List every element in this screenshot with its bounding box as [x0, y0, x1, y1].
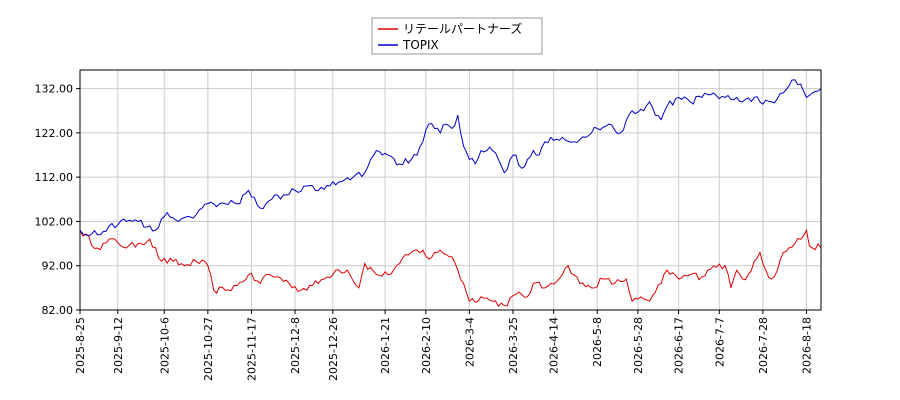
- legend-box: [371, 17, 543, 55]
- x-tick-label: 2026-8-18: [800, 317, 813, 374]
- x-tick-label: 2025-10-6: [158, 317, 171, 374]
- x-tick-label: 2025-12-26: [327, 317, 340, 381]
- x-tick-label: 2025-9-12: [112, 317, 125, 374]
- y-tick-label: 112.00: [35, 171, 74, 184]
- y-tick-label: 122.00: [35, 127, 74, 140]
- x-tick-label: 2026-2-10: [420, 317, 433, 374]
- legend: リテールパートナーズ TOPIX: [371, 17, 543, 55]
- x-tick-label: 2025-12-8: [289, 317, 302, 374]
- y-tick-label: 102.00: [35, 215, 74, 228]
- x-tick-label: 2026-7-7: [713, 317, 726, 367]
- legend-label-topix: TOPIX: [402, 38, 439, 52]
- series-line-retail-partners: [79, 228, 822, 308]
- x-axis-ticks: 2025-8-25 2025-9-12 2025-10-6 2025-10-27 202…: [74, 310, 813, 381]
- x-tick-label: 2026-3-25: [507, 317, 520, 374]
- x-tick-label: 2025-11-17: [245, 317, 258, 381]
- x-tick-label: 2026-5-28: [632, 317, 645, 374]
- x-tick-label: 2026-6-17: [673, 317, 686, 374]
- y-tick-label: 82.00: [42, 304, 74, 317]
- x-tick-label: 2026-7-28: [757, 317, 770, 374]
- x-tick-label: 2025-8-25: [74, 317, 87, 374]
- x-tick-label: 2026-1-21: [379, 317, 392, 374]
- plot-area-frame: [79, 69, 822, 311]
- y-axis-ticks: 82.00 92.00 102.00 112.00 122.00 132.00: [35, 83, 80, 317]
- legend-label-retail-partners: リテールパートナーズ: [403, 21, 522, 36]
- x-tick-label: 2026-5-8: [591, 317, 604, 367]
- y-tick-label: 92.00: [42, 260, 74, 273]
- x-tick-label: 2025-10-27: [202, 317, 215, 381]
- series-layer: [79, 79, 822, 308]
- series-line-topix: [79, 79, 822, 237]
- x-tick-label: 2026-4-14: [548, 317, 561, 374]
- chart-grid: [79, 70, 821, 311]
- y-tick-label: 132.00: [35, 83, 74, 96]
- x-tick-label: 2026-3-4: [463, 317, 476, 367]
